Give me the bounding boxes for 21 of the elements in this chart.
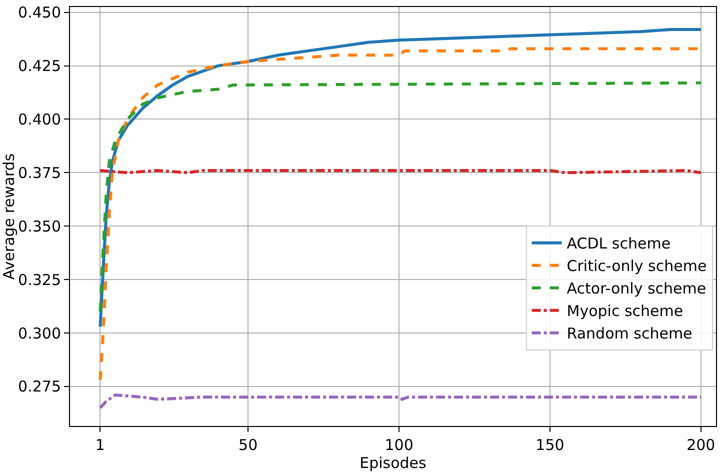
legend-label: Myopic scheme	[566, 302, 684, 320]
x-tick-label: 200	[686, 436, 716, 454]
y-tick-label: 0.400	[18, 110, 61, 128]
legend-label: Critic-only scheme	[566, 257, 707, 276]
y-tick-label: 0.300	[18, 324, 61, 342]
x-tick-label: 100	[384, 436, 414, 454]
y-tick-label: 0.375	[18, 164, 61, 182]
x-tick-label: 1	[95, 436, 105, 454]
y-tick-label: 0.350	[18, 217, 61, 236]
line-series	[98, 394, 702, 410]
y-tick-label: 0.275	[18, 378, 61, 396]
y-tick-label: 0.425	[18, 57, 61, 76]
x-tick-label: 50	[238, 436, 258, 454]
y-tick-label: 0.325	[18, 270, 61, 289]
x-tick-label: 150	[536, 436, 564, 454]
legend-label: Actor-only scheme	[566, 280, 706, 298]
legend-label: Random scheme	[566, 324, 692, 343]
legend-label: ACDL scheme	[566, 234, 671, 253]
y-axis-title: Average rewards	[0, 153, 18, 280]
x-axis-title: Episodes	[360, 454, 427, 472]
y-tick-label: 0.450	[18, 4, 61, 22]
